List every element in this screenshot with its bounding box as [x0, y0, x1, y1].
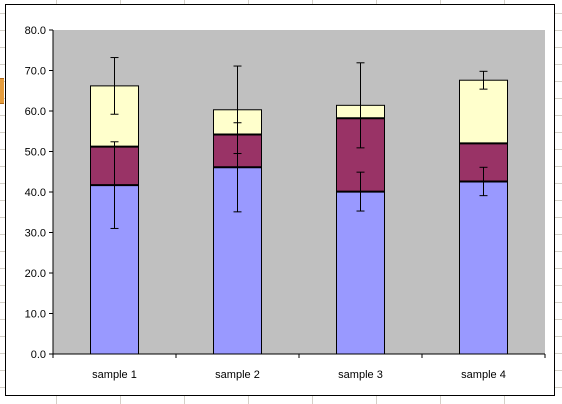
- y-axis: 0.0 10.0 20.0 30.0 40.0 50.0 60.0 70.0 80.0: [25, 25, 54, 361]
- y-tick-label: 10.0: [25, 309, 46, 321]
- y-tick-label: 40.0: [25, 187, 46, 199]
- bars: [90, 79, 508, 355]
- y-tick-label: 30.0: [25, 228, 46, 240]
- y-tick-label: 60.0: [25, 106, 46, 118]
- x-tick-label: sample 3: [338, 369, 383, 381]
- x-tick-label: sample 2: [215, 369, 260, 381]
- x-tick-label: sample 1: [92, 369, 137, 381]
- bar-segment[interactable]: [336, 191, 385, 355]
- x-axis: sample 1 sample 2 sample 3 sample 4: [52, 353, 546, 381]
- y-tick-label: 0.0: [31, 349, 46, 361]
- error-bars: [90, 57, 508, 229]
- x-tick-label: sample 4: [461, 369, 506, 381]
- y-tick-label: 20.0: [25, 268, 46, 280]
- y-tick-label: 70.0: [25, 66, 46, 78]
- bar-segment[interactable]: [459, 180, 508, 355]
- bar-segment[interactable]: [459, 79, 508, 144]
- row-selection-marker: [0, 78, 4, 104]
- y-tick-label: 80.0: [25, 25, 46, 37]
- y-tick-label: 50.0: [25, 147, 46, 159]
